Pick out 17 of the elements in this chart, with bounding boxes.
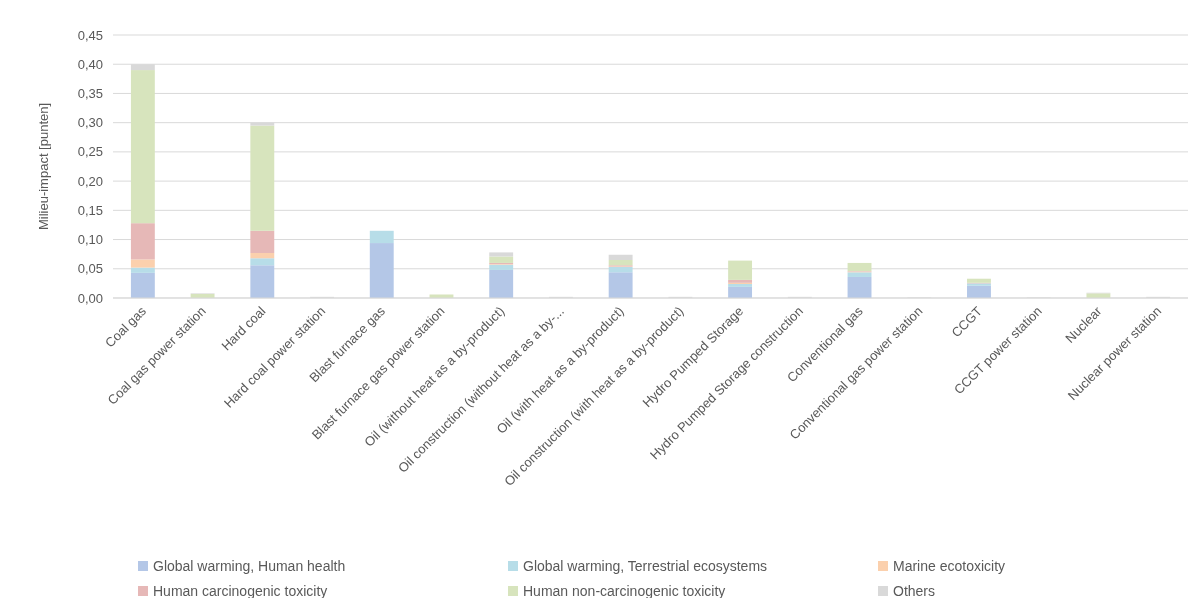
y-tick-label: 0,45 [77,27,103,43]
legend-label: Others [893,583,936,599]
y-axis-title: Milieu-impact [punten] [36,102,51,231]
legend-label: Human carcinogenic toxicity [153,583,328,599]
y-tick-label: 0,25 [77,144,103,160]
y-tick-label: 0,05 [77,261,103,277]
y-tick-label: 0,10 [77,232,103,248]
y-tick-label: 0,15 [77,202,103,218]
legend-label: Human non-carcinogenic toxicity [523,583,726,599]
legend-label: Global warming, Human health [153,558,346,574]
y-tick-label: 0,30 [77,115,103,131]
legend-label: Marine ecotoxicity [893,558,1006,574]
y-tick-label: 0,40 [77,56,103,72]
y-tick-label: 0,35 [77,85,103,101]
y-tick-label: 0,00 [77,290,103,306]
legend-label: Global warming, Terrestrial ecosystems [523,558,768,574]
y-tick-label: 0,20 [77,173,103,189]
